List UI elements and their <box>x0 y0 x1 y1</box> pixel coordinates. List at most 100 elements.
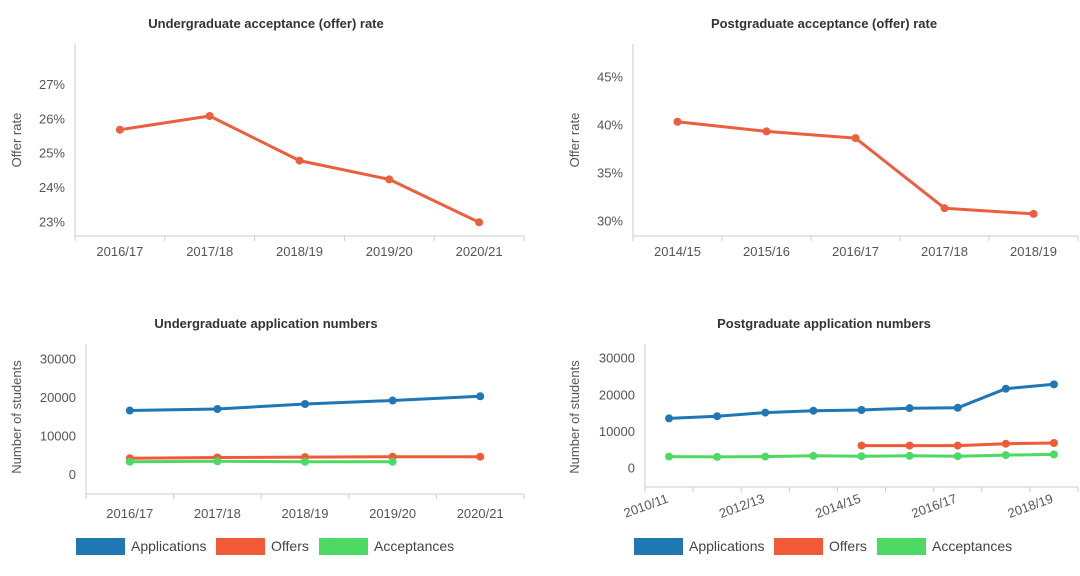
legend-swatch-offers <box>216 538 265 555</box>
y-tick-label: 40% <box>597 118 623 133</box>
data-point-offer-rate <box>1030 210 1038 218</box>
data-point-offer-rate <box>206 112 214 120</box>
data-point-applications <box>954 404 962 412</box>
data-point-offer-rate <box>852 134 860 142</box>
y-tick-label: 10000 <box>40 428 76 443</box>
data-point-offers <box>954 442 962 450</box>
y-tick-label: 25% <box>39 146 65 161</box>
data-point-acceptances <box>761 453 769 461</box>
chart-title: Undergraduate application numbers <box>154 316 377 331</box>
series-line-offer-rate <box>120 116 479 222</box>
x-tick-label: 2019/20 <box>369 506 416 521</box>
x-tick-label: 2019/20 <box>366 244 413 259</box>
chart-title: Postgraduate application numbers <box>717 316 931 331</box>
data-point-acceptances <box>213 457 221 465</box>
y-tick-label: 26% <box>39 111 65 126</box>
y-tick-label: 0 <box>69 467 76 482</box>
x-tick-label: 2012/13 <box>717 491 766 521</box>
data-point-offer-rate <box>475 218 483 226</box>
data-point-offers <box>1002 440 1010 448</box>
legend-item-applications[interactable]: Applications <box>76 538 207 555</box>
x-tick-label: 2014/15 <box>654 244 701 259</box>
x-tick-label: 2017/18 <box>186 244 233 259</box>
x-tick-label: 2018/19 <box>276 244 323 259</box>
legend-postgraduate: Applications Offers Acceptances <box>634 538 1012 555</box>
data-point-offers <box>476 453 484 461</box>
y-tick-label: 0 <box>628 461 635 476</box>
x-tick-label: 2010/11 <box>622 491 670 521</box>
data-point-offer-rate <box>674 118 682 126</box>
data-point-acceptances <box>809 452 817 460</box>
legend-swatch-acceptances <box>877 538 926 555</box>
data-point-applications <box>126 407 134 415</box>
x-tick-label: 2016/17 <box>96 244 143 259</box>
legend-swatch-applications <box>634 538 683 555</box>
x-tick-label: 2016/17 <box>106 506 153 521</box>
x-tick-label: 2018/19 <box>1006 491 1055 521</box>
y-tick-label: 30000 <box>40 351 76 366</box>
data-point-applications <box>858 406 866 414</box>
legend-swatch-applications <box>76 538 125 555</box>
data-point-offer-rate <box>763 127 771 135</box>
x-tick-label: 2015/16 <box>743 244 790 259</box>
data-point-acceptances <box>1050 450 1058 458</box>
legend-label-offers: Offers <box>829 538 867 554</box>
chart-undergraduate-offer-rate: Undergraduate acceptance (offer) rate Of… <box>9 16 524 259</box>
data-point-applications <box>1002 385 1010 393</box>
y-tick-label: 27% <box>39 77 65 92</box>
data-point-applications <box>713 412 721 420</box>
data-point-applications <box>389 397 397 405</box>
data-point-acceptances <box>954 452 962 460</box>
x-tick-label: 2020/21 <box>456 244 503 259</box>
data-point-acceptances <box>858 452 866 460</box>
y-tick-label: 20000 <box>599 387 635 402</box>
x-tick-label: 2020/21 <box>457 506 504 521</box>
y-axis-label: Number of students <box>567 360 582 474</box>
data-point-acceptances <box>389 458 397 466</box>
y-tick-label: 24% <box>39 180 65 195</box>
y-tick-label: 23% <box>39 214 65 229</box>
legend-item-acceptances[interactable]: Acceptances <box>877 538 1012 555</box>
legend-item-applications[interactable]: Applications <box>634 538 765 555</box>
y-axis-label: Offer rate <box>9 113 24 168</box>
legend-label-acceptances: Acceptances <box>374 538 454 554</box>
chart-title: Undergraduate acceptance (offer) rate <box>148 16 384 31</box>
chart-title: Postgraduate acceptance (offer) rate <box>711 16 937 31</box>
legend-label-acceptances: Acceptances <box>932 538 1012 554</box>
legend-item-acceptances[interactable]: Acceptances <box>319 538 454 555</box>
data-point-applications <box>665 414 673 422</box>
y-tick-label: 45% <box>597 70 623 85</box>
x-tick-label: 2014/15 <box>813 491 862 521</box>
data-point-applications <box>906 404 914 412</box>
data-point-applications <box>476 392 484 400</box>
data-point-acceptances <box>1002 451 1010 459</box>
y-axis-label: Number of students <box>9 360 24 474</box>
y-axis-label: Offer rate <box>567 113 582 168</box>
data-point-acceptances <box>906 452 914 460</box>
data-point-applications <box>761 409 769 417</box>
legend-item-offers[interactable]: Offers <box>216 538 309 555</box>
legend-swatch-offers <box>774 538 823 555</box>
y-tick-label: 30% <box>597 214 623 229</box>
data-point-offer-rate <box>385 175 393 183</box>
data-point-acceptances <box>126 458 134 466</box>
x-tick-label: 2016/17 <box>832 244 879 259</box>
legend-label-offers: Offers <box>271 538 309 554</box>
x-tick-label: 2018/19 <box>282 506 329 521</box>
data-point-applications <box>1050 380 1058 388</box>
x-tick-label: 2017/18 <box>921 244 968 259</box>
data-point-offer-rate <box>116 126 124 134</box>
chart-postgraduate-applications: Postgraduate application numbers Number … <box>567 316 1078 521</box>
data-point-acceptances <box>713 453 721 461</box>
x-tick-label: 2016/17 <box>909 491 958 521</box>
legend-swatch-acceptances <box>319 538 368 555</box>
legend-item-offers[interactable]: Offers <box>774 538 867 555</box>
y-tick-label: 20000 <box>40 390 76 405</box>
data-point-offer-rate <box>941 204 949 212</box>
data-point-offers <box>858 442 866 450</box>
y-tick-label: 10000 <box>599 424 635 439</box>
chart-postgraduate-offer-rate: Postgraduate acceptance (offer) rate Off… <box>567 16 1078 259</box>
data-point-offers <box>906 442 914 450</box>
legend-label-applications: Applications <box>689 538 765 554</box>
